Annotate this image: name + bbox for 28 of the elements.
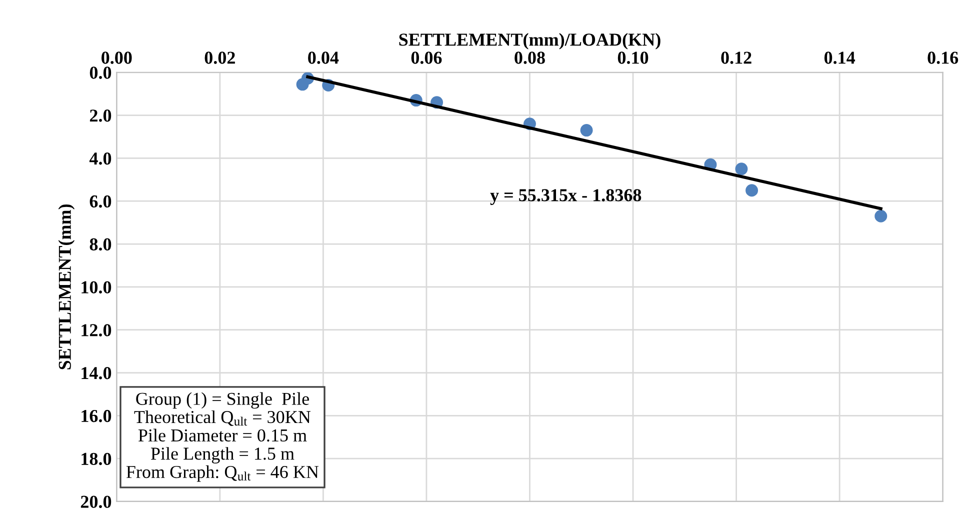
text: Group (1) = Single Pile Theoretical Q$_{ult}$ = 30KN Pile Diameter = 0.15 m Pile Length = 1.5 m From Graph: Q$_{ult}$ = 46 KN [126,392,319,482]
y-tick-label: 16.0 [82,410,112,422]
y-tick-label: 18.0 [82,452,112,466]
point [874,210,888,222]
y-tick-label: 2.0 [90,110,112,122]
x-tick-label: 0.16 [928,52,958,64]
y-tick-label: 6.0 [90,195,112,208]
y-tick-label: 0.0 [90,66,112,79]
x-tick-label: 0.02 [204,52,235,64]
y-tick-label: 12.0 [82,324,112,336]
y-tick-label: 8.0 [90,238,112,251]
point [580,124,593,137]
y-tick-label: 4.0 [89,152,112,165]
y-axis-title: SETTLEMENT(mm) [58,204,75,370]
point [735,162,748,176]
x-tick-label: 0.14 [824,52,856,64]
y-tick-label: 10.0 [82,281,112,294]
x-tick-label: 0.08 [514,52,545,64]
x-tick-label: 0.04 [308,52,339,64]
x-tick-label: 0.12 [721,52,752,64]
y-tick-label: 20.0 [80,496,112,508]
y-tick-label: 14.0 [82,367,112,380]
point [746,184,758,197]
x-tick-label: 0.06 [411,52,442,64]
annotation: y = 55.315x - 1.8368 [490,189,642,206]
x-tick-label: 0.10 [618,52,648,64]
x-axis-title: SETTLEMENT(mm)/LOAD(KN) [399,33,660,50]
x-tick-label: 0.00 [102,52,132,64]
